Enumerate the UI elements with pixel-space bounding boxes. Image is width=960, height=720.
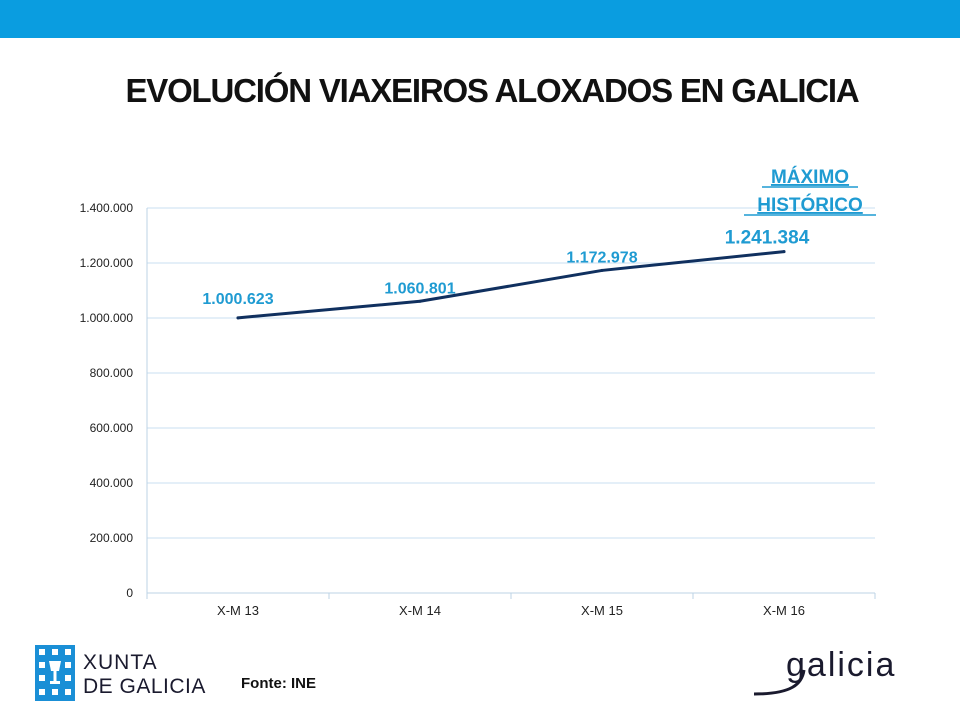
series-line xyxy=(236,250,786,320)
source-note: Fonte: INE xyxy=(241,675,316,692)
data-label: 1.060.801 xyxy=(384,280,455,297)
x-tick-label: X-M 16 xyxy=(763,603,805,618)
x-tick-label: X-M 14 xyxy=(399,603,441,618)
y-tick-label: 0 xyxy=(126,586,133,600)
svg-text:XUNTA: XUNTA xyxy=(83,651,158,674)
data-point xyxy=(418,299,422,303)
y-tick-label: 1.000.000 xyxy=(80,311,134,325)
svg-text:DE GALICIA: DE GALICIA xyxy=(83,675,206,698)
data-label: 1.000.623 xyxy=(202,291,273,308)
y-tick-label: 800.000 xyxy=(90,366,134,380)
data-point xyxy=(600,268,604,272)
data-point xyxy=(782,250,786,254)
y-tick-label: 400.000 xyxy=(90,476,134,490)
galicia-brand-logo: galicia xyxy=(748,640,908,705)
svg-text:galicia: galicia xyxy=(786,646,896,684)
x-tick-label: X-M 15 xyxy=(581,603,623,618)
data-point xyxy=(236,316,240,320)
annotation-line-1: MÁXIMO xyxy=(771,166,849,188)
xunta-logo: XUNTA DE GALICIA xyxy=(35,645,210,706)
annotation-line-2: HISTÓRICO xyxy=(757,194,863,216)
y-tick-label: 1.400.000 xyxy=(80,201,134,215)
data-label: 1.172.978 xyxy=(566,249,637,266)
y-tick-label: 600.000 xyxy=(90,421,134,435)
slide-title: EVOLUCIÓN VIAXEIROS ALOXADOS EN GALICIA xyxy=(125,72,859,109)
data-label: 1.241.384 xyxy=(725,228,810,249)
y-tick-label: 1.200.000 xyxy=(80,256,134,270)
top-banner xyxy=(0,0,960,38)
y-tick-label: 200.000 xyxy=(90,531,134,545)
x-tick-label: X-M 13 xyxy=(217,603,259,618)
